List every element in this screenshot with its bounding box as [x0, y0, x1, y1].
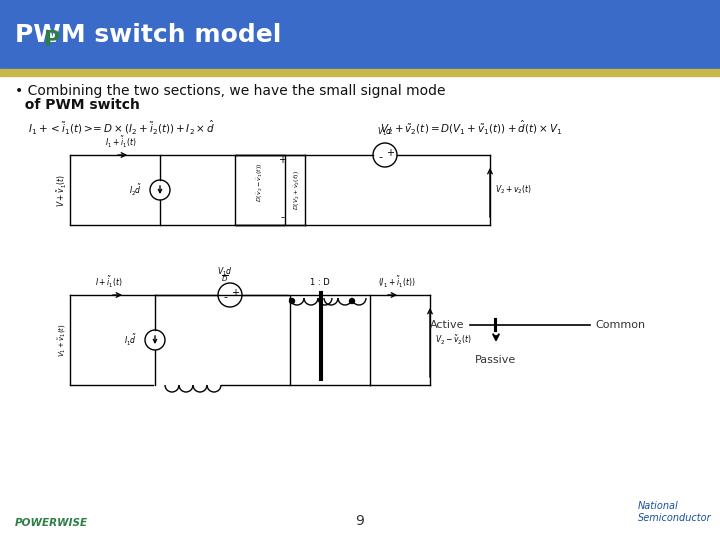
Text: 1 : D: 1 : D	[310, 278, 330, 287]
Text: $V + \tilde{v}_1(t)$: $V + \tilde{v}_1(t)$	[55, 173, 68, 207]
Text: $(I_1 + \tilde{i}_1(t))$: $(I_1 + \tilde{i}_1(t))$	[378, 275, 415, 290]
Text: $I_1\tilde{d}$: $I_1\tilde{d}$	[125, 333, 137, 348]
Text: +: +	[278, 155, 286, 165]
Bar	[0, 69, 720, 76]
Text: $V_2 + v_2(t)$: $V_2 + v_2(t)$	[495, 184, 531, 196]
Text: Active: Active	[430, 320, 464, 330]
Text: $I_2\tilde{d}$: $I_2\tilde{d}$	[129, 183, 142, 198]
Text: $\overline{D}$: $\overline{D}$	[221, 274, 229, 284]
Text: $D(\tilde{v}_2 - \tilde{v}_1(t))$: $D(\tilde{v}_2 - \tilde{v}_1(t))$	[256, 162, 264, 202]
Bar	[0, 0, 720, 70]
Text: $V_1 d$: $V_1 d$	[217, 266, 233, 278]
Text: -: -	[378, 152, 382, 162]
Text: of PWM switch: of PWM switch	[15, 98, 140, 112]
Circle shape	[349, 299, 354, 303]
Text: $I_1 + <\tilde{i}_1(t)>\!\!= D\times(I_2+\tilde{i}_2(t))+I_2\times\hat{d}$: $I_1 + <\tilde{i}_1(t)>\!\!= D\times(I_2…	[28, 118, 215, 136]
Text: $V_2 + \tilde{v}_2(t) = D(V_1+\tilde{v}_1(t))+\hat{d}(t)\times V_1$: $V_2 + \tilde{v}_2(t) = D(V_1+\tilde{v}_…	[380, 118, 562, 136]
Bar	[235, 155, 285, 225]
Text: 9: 9	[356, 514, 364, 528]
Text: POWERWISE: POWERWISE	[15, 518, 88, 528]
Text: +: +	[231, 288, 239, 298]
Text: +: +	[386, 148, 394, 158]
Text: Passive: Passive	[475, 355, 517, 365]
Text: Common: Common	[595, 320, 645, 330]
Text: $I_1 + \tilde{i}_1(t)$: $I_1 + \tilde{i}_1(t)$	[105, 135, 136, 150]
Text: P: P	[44, 30, 60, 50]
Text: PWM switch model: PWM switch model	[15, 23, 282, 47]
Text: • Combining the two sections, we have the small signal mode: • Combining the two sections, we have th…	[15, 84, 446, 98]
Text: -: -	[223, 292, 227, 302]
Text: National
Semiconductor: National Semiconductor	[638, 502, 711, 523]
Text: $V_1 + \tilde{v}_1(t)$: $V_1 + \tilde{v}_1(t)$	[56, 323, 68, 357]
Text: $D(V_2 + \tilde{v}_2(t))$: $D(V_2 + \tilde{v}_2(t))$	[293, 170, 302, 210]
Text: $I + \tilde{i}_1(t)$: $I + \tilde{i}_1(t)$	[95, 275, 123, 290]
Text: -: -	[280, 212, 284, 222]
Text: $V_2 - \tilde{v}_2(t)$: $V_2 - \tilde{v}_2(t)$	[435, 334, 472, 347]
Circle shape	[289, 299, 294, 303]
Text: $V_1 d$: $V_1 d$	[377, 125, 393, 138]
